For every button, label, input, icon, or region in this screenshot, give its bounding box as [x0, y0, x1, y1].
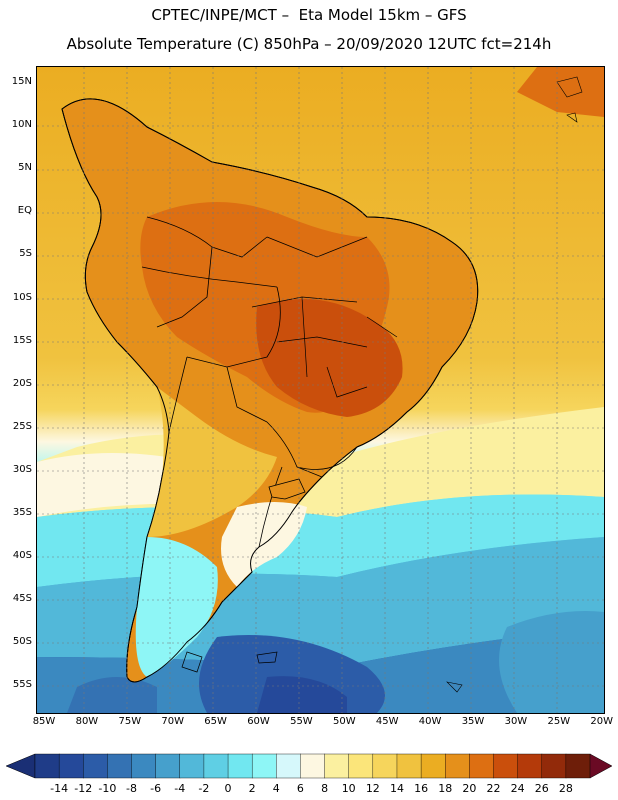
colorbar-tick-label: 4 — [272, 782, 280, 795]
colorbar-swatch — [420, 753, 446, 779]
lat-tick-label: 50S — [12, 636, 32, 648]
colorbar-tick-label: -4 — [174, 782, 186, 795]
colorbar-swatch — [58, 753, 84, 779]
lon-tick-label: 60W — [247, 716, 270, 727]
patagonia-cold-zone — [135, 537, 218, 677]
map-title: CPTEC/INPE/MCT – Eta Model 15km – GFS — [151, 6, 467, 24]
country-borders — [141, 216, 368, 548]
tierra-del-fuego — [181, 651, 203, 673]
colorbar-swatch — [227, 753, 253, 779]
lon-tick-label: 80W — [75, 716, 99, 727]
colorbar-tick-label: 2 — [248, 782, 256, 795]
colorbar-tick-label: 24 — [510, 782, 525, 795]
south-georgia-island — [446, 681, 463, 693]
lon-tick-label: 85W — [32, 716, 56, 727]
colorbar-tick-label: -8 — [126, 782, 137, 795]
small-island — [566, 112, 578, 123]
lon-tick-label: 70W — [161, 716, 184, 727]
lat-tick-label: 45S — [12, 593, 32, 605]
falkland-islands — [256, 651, 278, 664]
colorbar-tick-label: -10 — [98, 782, 117, 795]
colorbar-swatch — [348, 753, 374, 779]
colorbar-tick-label: 22 — [486, 782, 501, 795]
lon-tick-label: 65W — [204, 716, 227, 727]
colorbar-swatch — [469, 753, 494, 779]
lon-tick-label: 20W — [590, 716, 613, 727]
lat-tick-label: 55S — [12, 679, 32, 691]
colorbar-tick-label: 20 — [462, 782, 477, 795]
lon-tick-label: 35W — [461, 716, 485, 727]
lat-tick-label: 25S — [12, 420, 32, 432]
colorbar-swatch — [445, 753, 470, 779]
colorbar-tick-label: 26 — [534, 782, 549, 795]
coastline — [61, 98, 479, 683]
andes-cooler-zone — [147, 387, 277, 537]
lon-tick-label: 30W — [504, 716, 528, 727]
lat-tick-label: 20S — [12, 377, 32, 389]
colorbar-swatch — [372, 753, 398, 779]
colorbar-tick-label: 8 — [321, 782, 329, 795]
colorbar-tick-label: -12 — [74, 782, 93, 795]
colorbar-tick-label: 18 — [438, 782, 453, 795]
lat-tick-label: 35S — [12, 507, 32, 518]
colorbar-swatch — [83, 753, 108, 779]
lat-tick-label: 10S — [12, 291, 32, 303]
colorbar-min-arrow — [5, 753, 36, 779]
lat-tick-label: 10N — [11, 119, 32, 131]
lat-tick-label: 40S — [12, 550, 32, 562]
colorbar-tick-label: 6 — [296, 782, 304, 795]
colorbar-swatch — [324, 753, 350, 779]
south-cool-zone — [221, 502, 307, 587]
colorbar-swatch — [179, 753, 205, 779]
colorbar-tick-label: -2 — [198, 782, 210, 795]
lon-tick-label: 25W — [547, 716, 571, 727]
colorbar-swatch — [396, 753, 422, 779]
lat-tick-label: 5N — [18, 162, 32, 174]
colorbar-swatch — [34, 753, 60, 779]
caribbean-island — [556, 76, 583, 98]
colorbar-swatch — [541, 753, 567, 779]
colorbar-max-arrow — [589, 753, 613, 779]
colorbar-tick-label: 16 — [414, 782, 429, 795]
lon-tick-label: 75W — [118, 716, 142, 727]
lat-tick-label: 15S — [12, 334, 32, 346]
colorbar-swatch — [251, 753, 277, 779]
temperature-colorbar — [5, 753, 613, 779]
colorbar-swatch — [565, 753, 591, 779]
colorbar-swatch — [493, 753, 519, 779]
colorbar-tick-label: -14 — [50, 782, 69, 795]
colorbar-tick-label: -6 — [150, 782, 162, 795]
colorbar-tick-label: 10 — [341, 782, 356, 795]
colorbar-swatch — [131, 753, 157, 779]
lake-outline — [268, 478, 306, 500]
colorbar-swatch — [276, 753, 301, 779]
lon-tick-label: 50W — [332, 716, 356, 727]
colorbar-swatch — [300, 753, 326, 779]
colorbar-swatch — [203, 753, 229, 779]
map-canvas — [37, 67, 604, 713]
lat-tick-label: EQ — [17, 205, 32, 217]
colorbar-swatch — [107, 753, 133, 779]
lon-tick-label: 45W — [375, 716, 399, 727]
lat-tick-label: 30S — [12, 463, 32, 475]
colorbar-tick-label: 0 — [224, 782, 232, 795]
temperature-map — [36, 66, 605, 714]
colorbar-swatch — [517, 753, 543, 779]
lat-tick-label: 15N — [11, 76, 32, 87]
internal-borders — [251, 296, 398, 398]
lon-tick-label: 55W — [290, 716, 313, 727]
colorbar-tick-label: 14 — [389, 782, 404, 795]
colorbar-swatch — [155, 753, 181, 779]
lat-tick-label: 5S — [19, 248, 32, 260]
colorbar-tick-label: 28 — [558, 782, 573, 795]
lon-tick-label: 40W — [418, 716, 442, 727]
map-subtitle: Absolute Temperature (C) 850hPa – 20/09/… — [66, 35, 552, 53]
colorbar-tick-label: 12 — [365, 782, 380, 795]
